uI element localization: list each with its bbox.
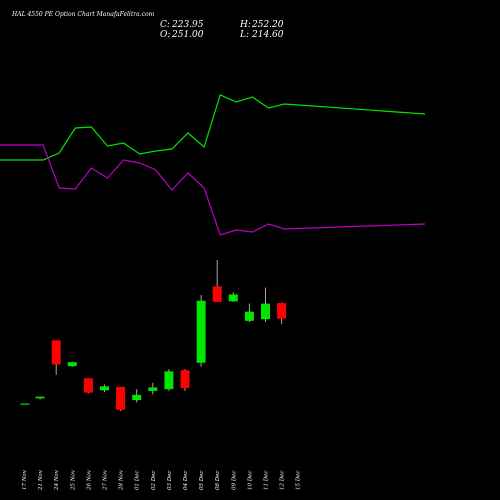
high-value: 252.20 bbox=[251, 20, 284, 30]
indicator-lines bbox=[0, 94, 426, 236]
x-tick-label: 04 Dec bbox=[183, 471, 189, 491]
indicator-line-2 bbox=[0, 144, 426, 236]
x-tick-label: 28 Nov bbox=[119, 469, 125, 491]
candle-body-down bbox=[212, 286, 222, 302]
candle-body-down bbox=[180, 370, 190, 389]
candle bbox=[148, 382, 158, 395]
low-label: L: bbox=[239, 30, 249, 40]
candle-body-up bbox=[261, 303, 270, 320]
candle-body-up bbox=[132, 394, 142, 401]
candle bbox=[196, 295, 206, 367]
indicator-line-1 bbox=[0, 94, 426, 161]
candle-body-up bbox=[196, 300, 206, 363]
candle-body-down bbox=[116, 386, 126, 410]
candle bbox=[277, 302, 287, 324]
x-tick-label: 17 Nov bbox=[22, 469, 28, 490]
x-tick-label: 03 Dec bbox=[167, 471, 173, 491]
candle bbox=[180, 369, 190, 391]
candle-body-up bbox=[148, 387, 158, 391]
candle bbox=[228, 292, 238, 302]
candle bbox=[116, 386, 126, 411]
candle-body-up bbox=[67, 362, 77, 367]
x-tick-label: 10 Dec bbox=[247, 471, 253, 491]
close-label: C: bbox=[160, 20, 170, 30]
candle bbox=[244, 303, 254, 323]
x-tick-label: 02 Dec bbox=[151, 471, 157, 491]
x-tick-label: 25 Nov bbox=[70, 469, 76, 491]
x-tick-label: 24 Nov bbox=[54, 469, 60, 491]
x-tick-label: 27 Nov bbox=[103, 469, 109, 491]
x-tick-label: 12 Dec bbox=[280, 471, 286, 491]
candle-body-up bbox=[35, 396, 45, 399]
candle bbox=[164, 369, 174, 391]
candle bbox=[67, 361, 77, 367]
x-axis-labels: 17 Nov 21 Nov 24 Nov 25 Nov 26 Nov 27 Nov 28 N… bbox=[22, 469, 302, 491]
open-label: O: bbox=[160, 30, 170, 40]
high-label: H: bbox=[239, 20, 251, 30]
x-tick-label: 26 Nov bbox=[86, 469, 92, 491]
close-value: 223.95 bbox=[171, 20, 204, 30]
low-value: 214.60 bbox=[251, 30, 284, 40]
candle-body-down bbox=[51, 340, 61, 365]
candle bbox=[20, 403, 30, 405]
x-tick-label: 15 Dec bbox=[296, 471, 302, 491]
x-tick-label: 11 Dec bbox=[264, 471, 270, 491]
candle bbox=[100, 384, 109, 393]
candle-body-up bbox=[244, 311, 254, 321]
x-tick-label: 05 Dec bbox=[199, 471, 205, 491]
candle bbox=[261, 287, 270, 323]
x-tick-label: 08 Dec bbox=[215, 471, 221, 491]
candle bbox=[132, 389, 142, 403]
candle bbox=[35, 396, 45, 400]
candle bbox=[51, 340, 61, 375]
candle-body-down bbox=[83, 378, 93, 393]
candle-body-up bbox=[164, 371, 174, 390]
candle-body-down bbox=[277, 303, 287, 319]
chart-title: HAL 4550 PE Option Chart ManafaFelitra.c… bbox=[11, 11, 155, 18]
candle bbox=[212, 260, 222, 302]
candles bbox=[20, 260, 287, 411]
candle-body-up bbox=[228, 294, 238, 302]
x-tick-label: 09 Dec bbox=[231, 471, 237, 491]
open-value: 251.00 bbox=[171, 30, 204, 40]
x-tick-label: 01 Dec bbox=[135, 471, 141, 491]
x-tick-label: 21 Nov bbox=[38, 469, 44, 491]
candle-body-up bbox=[100, 386, 109, 391]
candle bbox=[83, 378, 93, 394]
candle-body-up bbox=[20, 403, 30, 405]
